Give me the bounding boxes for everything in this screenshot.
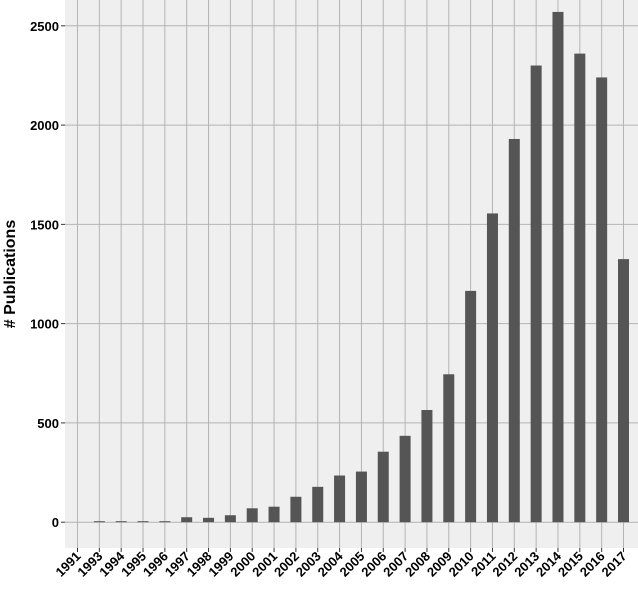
bar — [246, 508, 258, 523]
bar — [203, 517, 215, 523]
plot-panel — [65, 0, 638, 548]
y-axis-ticks: 0 500 1000 1500 2000 2500 — [30, 19, 65, 530]
bar — [421, 410, 433, 523]
bar — [552, 11, 564, 523]
bar — [443, 374, 455, 523]
y-tick-label: 0 — [52, 515, 59, 530]
y-tick-label: 1000 — [30, 317, 59, 332]
x-axis-ticks: 1991199319941995199619971998199920002001… — [53, 548, 630, 580]
bars — [93, 11, 629, 523]
bar — [465, 290, 477, 523]
bar — [115, 521, 127, 523]
y-tick-label: 2500 — [30, 19, 59, 34]
y-tick-label: 500 — [37, 416, 59, 431]
bar — [93, 521, 105, 523]
bar — [530, 65, 542, 523]
bar — [399, 435, 411, 523]
bar — [377, 451, 389, 523]
bar — [181, 517, 193, 523]
bar — [268, 506, 280, 523]
bar — [224, 515, 236, 523]
bar — [159, 521, 171, 523]
y-tick-label: 2000 — [30, 118, 59, 133]
bar — [312, 486, 324, 523]
bar — [355, 471, 367, 523]
bar — [290, 496, 302, 523]
bar — [137, 521, 149, 523]
x-tick-label: 2017 — [599, 549, 630, 580]
bar — [618, 259, 629, 523]
bar — [596, 77, 608, 523]
bar — [486, 213, 498, 523]
y-tick-label: 1500 — [30, 217, 59, 232]
y-axis-title: # Publications — [2, 220, 19, 329]
bar — [508, 138, 520, 523]
bar — [334, 475, 346, 523]
bar — [574, 53, 586, 523]
